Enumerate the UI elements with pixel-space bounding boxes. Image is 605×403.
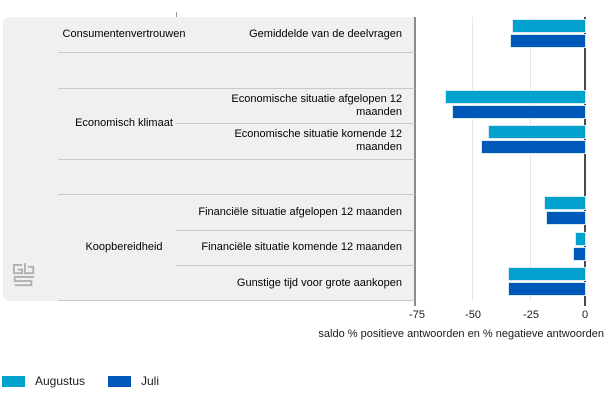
bar-row-gunstige-tijd (415, 265, 605, 301)
group-label-koopbereidheid: Koopbereidheid (85, 241, 163, 253)
bar-juli[interactable] (573, 248, 585, 260)
bar-augustus[interactable] (446, 91, 585, 103)
bar-juli[interactable] (511, 35, 585, 47)
bar-augustus[interactable] (576, 233, 585, 245)
bar-juli[interactable] (546, 212, 585, 224)
bar-row-fin-komende (415, 230, 605, 266)
cbs-logo-icon (12, 263, 35, 287)
x-tick-label: -25 (523, 309, 539, 321)
legend-swatch-juli-icon (108, 375, 131, 387)
bar-augustus[interactable] (544, 197, 585, 209)
gridline-minus25 (530, 17, 531, 301)
group-label-economisch-klimaat: Economisch klimaat (75, 117, 173, 129)
row-separator (58, 194, 415, 195)
x-axis-title: saldo % positieve antwoorden en % negati… (318, 328, 604, 340)
row-separator (58, 52, 415, 53)
row-separator (58, 88, 415, 89)
x-tick-label: 0 (581, 309, 589, 321)
bar-row-gemiddelde (415, 17, 605, 53)
bar-augustus[interactable] (508, 268, 585, 280)
legend-label: Augustus (35, 374, 86, 388)
item-label-fin-afgelopen: Financiële situatie afgelopen 12 maanden (198, 205, 402, 218)
item-label-gemiddelde: Gemiddelde van de deelvragen (249, 28, 402, 40)
category-axis-tick (176, 12, 177, 17)
x-tick-label: -50 (465, 309, 481, 321)
bar-augustus[interactable] (488, 126, 585, 138)
gridline-minus75-panel-border (414, 17, 416, 306)
item-label-econ-komende: Economische situatie komende 12 maanden (234, 128, 402, 153)
legend-item-juli[interactable]: Juli (108, 374, 159, 388)
bar-juli[interactable] (452, 106, 585, 118)
zero-axis-line (584, 17, 586, 306)
legend-item-augustus[interactable]: Augustus (2, 374, 85, 388)
row-separator (58, 300, 415, 301)
bar-juli[interactable] (482, 141, 585, 153)
row-separator (176, 230, 415, 231)
item-label-gunstige-tijd: Gunstige tijd voor grote aankopen (236, 276, 402, 289)
legend-swatch-augustus-icon (2, 375, 25, 387)
bar-row-econ-komende (415, 123, 605, 159)
gridline-minus50 (472, 17, 473, 301)
bar-row-econ-afgelopen (415, 88, 605, 124)
group-label-consumentenvertrouwen: Consumentenvertrouwen (62, 28, 186, 40)
bar-row-fin-afgelopen (415, 194, 605, 230)
item-label-econ-afgelopen: Economische situatie afgelopen 12 maande… (231, 92, 402, 118)
bar-juli[interactable] (508, 283, 585, 295)
row-separator (176, 265, 415, 266)
legend-label: Juli (141, 374, 160, 388)
row-separator (176, 123, 415, 124)
item-label-fin-komende: Financiële situatie komende 12 maanden (201, 241, 402, 253)
bar-augustus[interactable] (513, 20, 585, 32)
x-tick-label: -75 (409, 309, 425, 321)
row-separator (58, 159, 415, 160)
